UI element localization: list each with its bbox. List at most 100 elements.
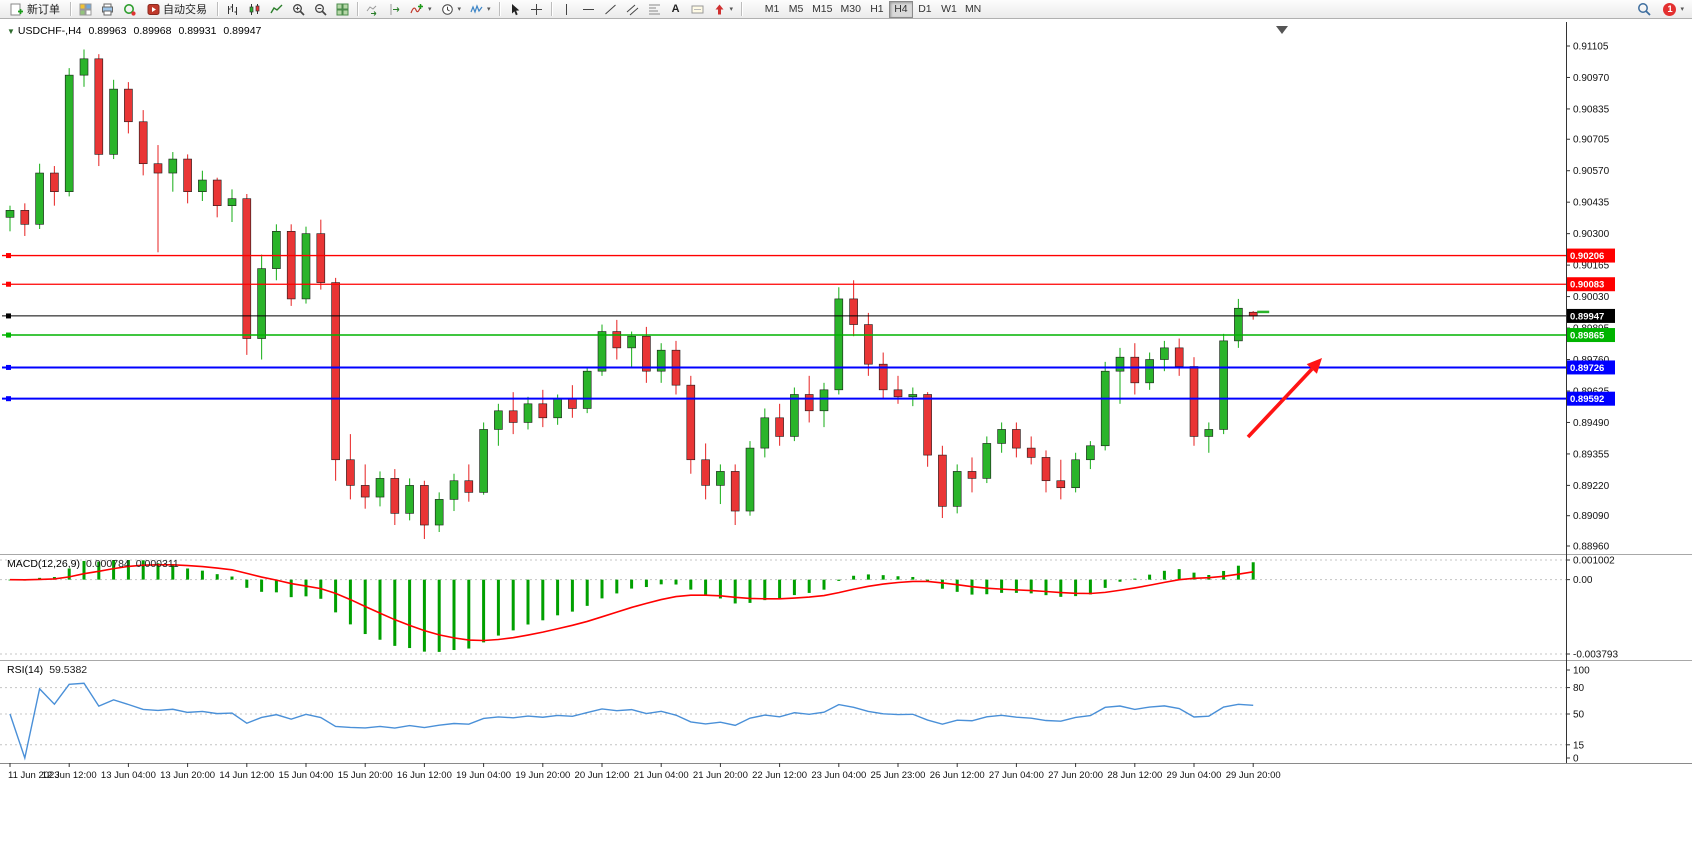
line-anchor[interactable] (6, 281, 11, 287)
chart-shift-marker[interactable] (1276, 26, 1288, 34)
fibonacci-button[interactable] (644, 1, 665, 18)
macd-signal-line (9, 564, 1254, 642)
candle-body (257, 268, 266, 339)
candle-body (1160, 347, 1169, 360)
symbol-period-label: USDCHF-,H4 (17, 25, 82, 37)
vertical-line-button[interactable] (556, 1, 577, 18)
timeframe-button-d1[interactable]: D1 (913, 1, 937, 18)
main-toolbar: 新订单 自动交易 (0, 0, 1692, 19)
zoom-in-button[interactable] (288, 1, 309, 18)
line-anchor[interactable] (6, 313, 11, 319)
toolbar-separator (217, 2, 218, 16)
candle-body (94, 58, 104, 155)
bar-chart-button[interactable] (222, 1, 243, 18)
time-axis-label: 28 Jun 12:00 (1107, 770, 1162, 781)
notifications-button[interactable]: 1 ▾ (1659, 1, 1688, 18)
search-icon (1637, 2, 1652, 16)
timeframe-button-m5[interactable]: M5 (784, 1, 808, 18)
time-axis-label: 20 Jun 12:00 (575, 770, 630, 781)
channel-button[interactable] (622, 1, 643, 18)
trendline-icon (604, 3, 617, 16)
line-anchor[interactable] (6, 332, 11, 338)
time-axis-label: 15 Jun 04:00 (279, 770, 334, 781)
crosshair-button[interactable] (526, 1, 547, 18)
auto-scroll-button[interactable] (362, 1, 383, 18)
time-axis-label: 29 Jun 04:00 (1167, 770, 1222, 781)
price-axis-label: 0.88960 (1573, 542, 1610, 553)
candle-body (1012, 429, 1021, 449)
line-anchor[interactable] (6, 364, 11, 370)
fibonacci-icon (648, 3, 661, 16)
rsi-axis-label: 0 (1573, 754, 1579, 765)
candle-body (79, 58, 89, 76)
time-axis-label: 22 Jun 12:00 (752, 770, 807, 781)
time-axis-label: 11 Jun 2023 (8, 770, 60, 781)
price-axis-label: 0.90970 (1573, 73, 1610, 84)
candle-body (1234, 307, 1243, 342)
cursor-button[interactable] (504, 1, 525, 18)
rsi-value: 59.5382 (49, 664, 88, 676)
rsi-axis-label: 50 (1573, 710, 1585, 721)
price-tag (1567, 328, 1615, 343)
chart-shift-button[interactable] (384, 1, 405, 18)
text-label-button[interactable] (687, 1, 708, 18)
autotrading-button[interactable]: 自动交易 (141, 1, 213, 18)
candles (5, 49, 1258, 540)
trend-arrow-annotation[interactable] (1246, 358, 1322, 439)
printer-icon (101, 3, 114, 16)
shapes-button[interactable]: ▾ (709, 1, 738, 18)
candle-body (420, 485, 429, 526)
price-tag (1567, 391, 1615, 406)
tile-windows-button[interactable] (332, 1, 353, 18)
indicators-button[interactable]: ▾ (406, 1, 436, 18)
candle-body (1071, 459, 1080, 489)
text-tool-icon: A (671, 3, 680, 15)
candle-body (5, 210, 15, 218)
print-button[interactable] (97, 1, 118, 18)
candle-body (227, 198, 237, 206)
channel-icon (626, 3, 639, 16)
candlestick-chart-button[interactable] (244, 1, 265, 18)
new-order-button[interactable]: 新订单 (4, 1, 66, 18)
line-anchor[interactable] (6, 396, 11, 402)
line-chart-button[interactable] (266, 1, 287, 18)
ohlc-high: 0.89968 (133, 25, 172, 37)
horizontal-line-button[interactable] (578, 1, 599, 18)
macd-axis-label: -0.003793 (1573, 650, 1618, 661)
timeframe-button-h1[interactable]: H1 (865, 1, 889, 18)
price-tag-label: 0.89592 (1570, 394, 1604, 405)
chevron-down-icon: ▾ (428, 6, 432, 13)
price-tag-label: 0.89865 (1570, 331, 1605, 342)
refresh-button[interactable] (119, 1, 140, 18)
timeframe-button-m15[interactable]: M15 (808, 1, 836, 18)
line-chart-icon (270, 3, 283, 16)
timeframe-button-w1[interactable]: W1 (937, 1, 961, 18)
candle-body (153, 163, 163, 174)
templates-button[interactable]: ▾ (466, 1, 495, 18)
timeframe-button-m1[interactable]: M1 (760, 1, 784, 18)
zoom-out-button[interactable] (310, 1, 331, 18)
timeframe-button-m30[interactable]: M30 (837, 1, 865, 18)
candle-body (804, 394, 814, 412)
price-axis[interactable]: 0.91105 0.90970 0.90835 0.90705 0.90570 0.904… (1566, 42, 1610, 553)
candle-body (656, 349, 666, 372)
candle-body (967, 471, 977, 479)
periods-button[interactable]: ▾ (437, 1, 466, 18)
ohlc-open: 0.89963 (88, 25, 127, 37)
one-click-trading-toggle[interactable]: ▼ (7, 27, 15, 36)
rsi-label: RSI(14) 59.5382 (7, 664, 87, 676)
text-button[interactable]: A (666, 1, 686, 18)
line-anchor[interactable] (6, 253, 11, 259)
timeframe-button-mn[interactable]: MN (961, 1, 985, 18)
trendline-button[interactable] (600, 1, 621, 18)
search-button[interactable] (1633, 1, 1655, 18)
candle-body (834, 298, 844, 391)
candle-body (612, 331, 622, 349)
macd-main-value: 0.000784 (85, 558, 130, 570)
candle-body (1174, 347, 1184, 367)
price-tag (1567, 277, 1615, 292)
new-chart-button[interactable] (75, 1, 96, 18)
timeframe-button-h4[interactable]: H4 (888, 0, 913, 18)
